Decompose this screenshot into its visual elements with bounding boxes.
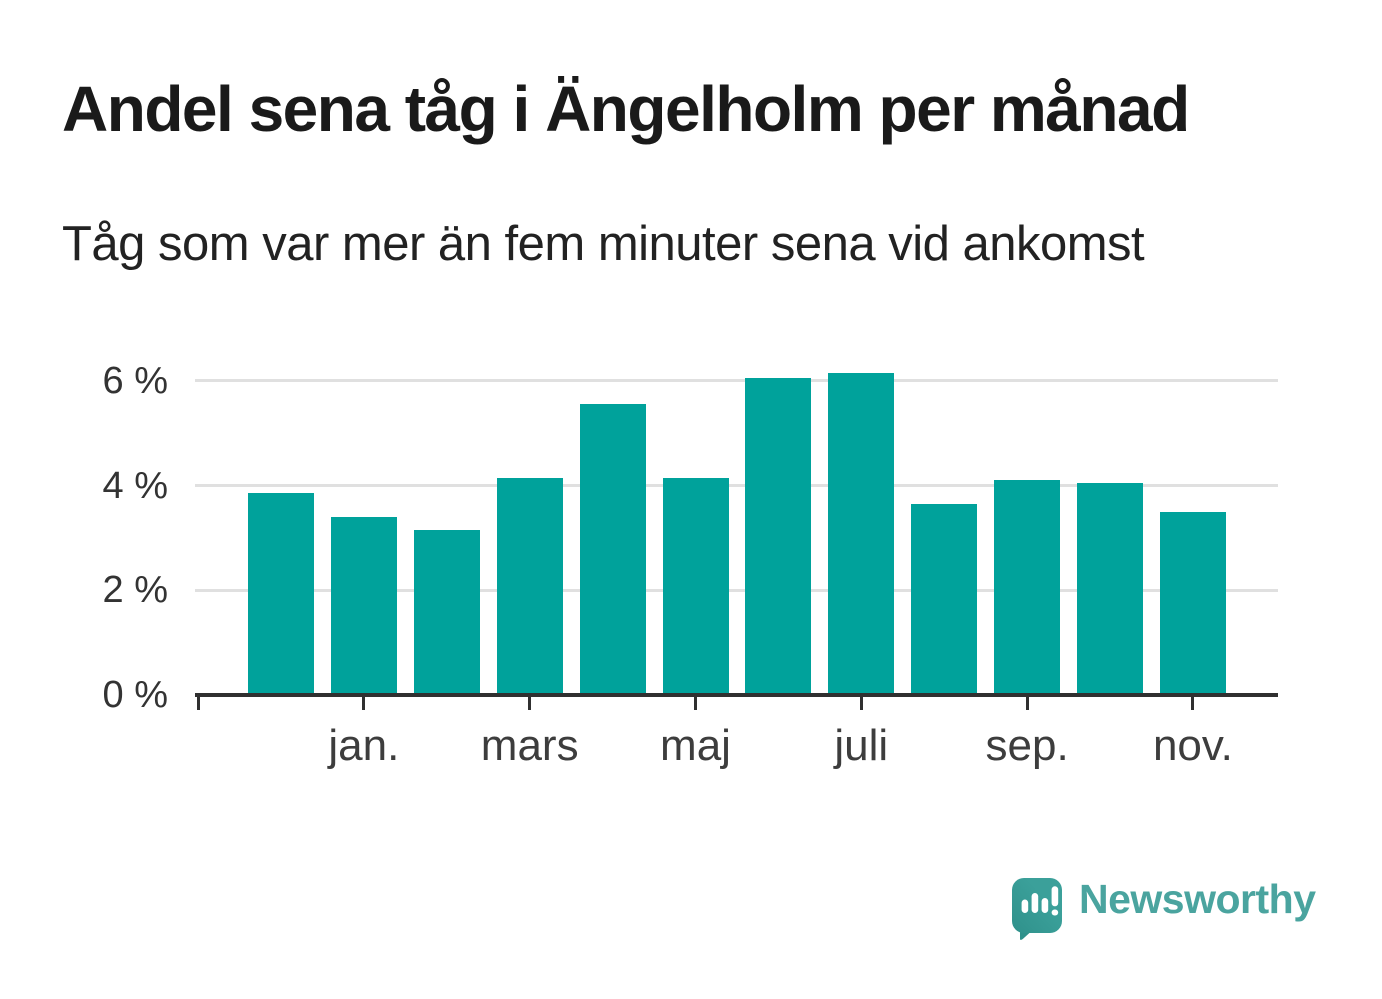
x-tick [859, 697, 863, 710]
x-tick-label: mars [480, 721, 579, 770]
bar [1077, 482, 1143, 695]
newsworthy-logo: Newsworthy [1012, 878, 1316, 942]
x-tick-label: jan. [328, 721, 400, 770]
gridline [195, 379, 1278, 383]
gridline [195, 588, 1278, 592]
bar [579, 404, 646, 695]
bar [1159, 511, 1226, 695]
x-tick [694, 697, 697, 710]
bar [248, 493, 314, 695]
x-tick [1191, 697, 1195, 710]
y-axis-label: 6 % [102, 359, 168, 402]
y-axis-label: 4 % [102, 464, 168, 507]
bar [330, 517, 397, 695]
y-axis-label: 0 % [102, 674, 168, 716]
newsworthy-wordmark: Newsworthy [1079, 876, 1316, 922]
chart-subtitle: Tåg som var mer än fem minuter sena vid … [62, 217, 1145, 271]
x-tick-label: maj [660, 721, 731, 770]
bar [745, 378, 812, 695]
bar [994, 480, 1061, 695]
x-tick-label: juli [834, 721, 889, 770]
bar [662, 477, 729, 695]
x-tick-label: nov. [1152, 721, 1233, 770]
y-axis-label: 2 % [102, 569, 168, 612]
chart-title: Andel sena tåg i Ängelholm per månad [62, 73, 1190, 145]
bar [413, 530, 480, 695]
x-tick [362, 697, 366, 710]
x-tick [197, 697, 200, 710]
newsworthy-logo-icon [1012, 878, 1062, 941]
x-tick-label: sep. [985, 721, 1069, 770]
x-axis-line [195, 693, 1278, 697]
gridline [195, 484, 1278, 488]
x-tick [528, 697, 532, 710]
x-tick [1025, 697, 1029, 710]
bar [828, 373, 895, 695]
bar [496, 477, 563, 695]
bar [911, 503, 978, 695]
